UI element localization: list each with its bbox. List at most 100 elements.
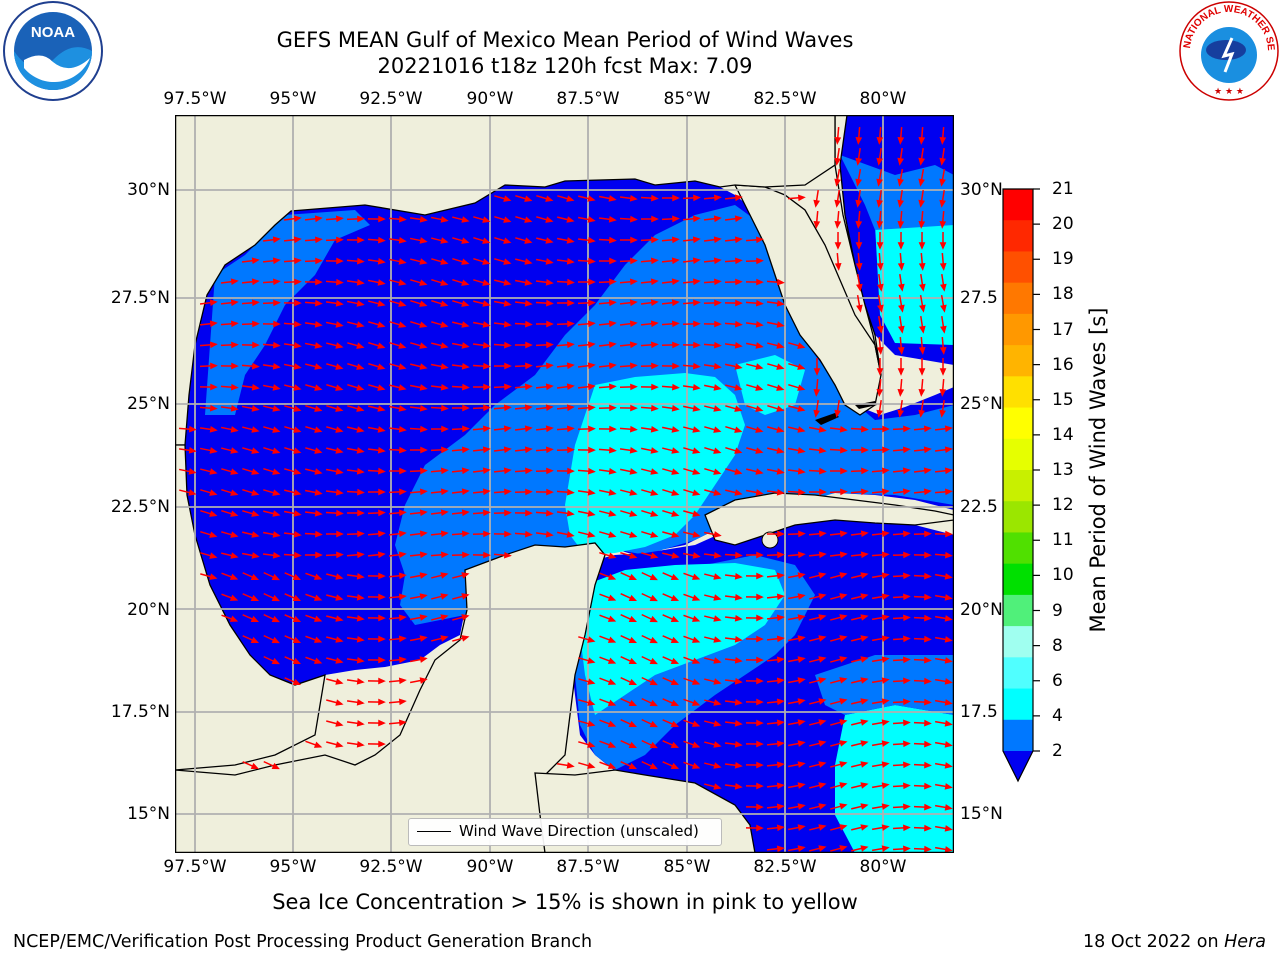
wind-arrow-head [818, 698, 827, 705]
wind-arrow-head [356, 719, 365, 727]
wind-arrow-head [251, 552, 260, 559]
wind-arrow-head [876, 346, 884, 355]
wind-arrow-head [273, 299, 281, 307]
wind-arrow-head [860, 740, 869, 747]
wind-arrow-head [419, 215, 428, 223]
wind-arrow-head [881, 551, 890, 559]
wind-arrow-head [649, 573, 658, 581]
wind-arrow-head [672, 194, 680, 202]
wind-arrow-head [713, 363, 722, 370]
wind-arrow-head [378, 635, 386, 643]
wind-arrow-head [293, 215, 302, 223]
wind-arrow-head [609, 257, 617, 265]
wind-arrow-head [651, 383, 659, 391]
wind-arrow-head [691, 657, 701, 664]
wind-arrow-head [378, 467, 386, 475]
wind-arrow-head [755, 236, 764, 244]
wind-arrow-head [839, 824, 848, 831]
wind-arrow-head [693, 320, 701, 328]
wind-arrow-head [713, 384, 722, 391]
wind-arrow-head [335, 342, 344, 349]
wind-arrow-head [903, 698, 911, 706]
wind-arrow-head [482, 509, 491, 517]
wind-arrow-head [398, 363, 407, 370]
wind-arrow-head [818, 761, 827, 768]
wind-arrow-head [461, 321, 470, 328]
wind-arrow-head [734, 426, 743, 433]
wind-arrow-head [356, 740, 365, 748]
wind-arrow-head [441, 404, 449, 412]
wind-arrow-head [628, 636, 638, 644]
wind-arrow-head [735, 299, 743, 307]
wind-arrow-head [944, 825, 953, 832]
wind-arrow-head [671, 426, 680, 433]
wind-arrow-head [483, 530, 491, 538]
wind-arrow-head [482, 467, 491, 475]
wind-arrow-head [461, 635, 470, 642]
wind-arrow-head [356, 614, 365, 622]
wind-arrow-head [398, 635, 407, 643]
wind-arrow-head [756, 551, 764, 559]
wind-arrow-head [482, 321, 491, 328]
colorbar-tick-label: 8 [1052, 635, 1063, 656]
wind-arrow-head [797, 593, 806, 600]
wind-arrow-head [398, 425, 407, 433]
wind-arrow-head [356, 405, 365, 412]
colorbar-band [1003, 719, 1033, 752]
wind-arrow-head [670, 573, 680, 580]
wind-arrow-head [755, 321, 764, 328]
wind-arrow-head [903, 719, 911, 727]
wind-arrow-head [902, 530, 911, 538]
wind-arrow-head [545, 237, 554, 244]
wind-arrow-head [294, 551, 302, 559]
wind-arrow-head [314, 320, 323, 328]
wind-arrow-head [818, 824, 827, 831]
wind-arrow-head [923, 446, 932, 454]
colorbar-band [1003, 532, 1033, 565]
wind-arrow-head [292, 615, 302, 622]
wind-arrow-head [903, 782, 911, 790]
wind-arrow-head [630, 257, 638, 265]
wind-arrow-head [776, 321, 785, 328]
wind-arrow-head [861, 467, 869, 475]
wind-arrow-head [313, 594, 323, 601]
wind-arrow-head [462, 551, 470, 559]
wind-arrow-head [940, 283, 947, 292]
wind-arrow-head [315, 530, 323, 538]
wind-arrow-head [482, 446, 491, 454]
wind-arrow-head [776, 698, 785, 706]
wind-arrow-head [734, 698, 743, 706]
wind-arrow-head [860, 845, 869, 852]
wind-arrow-head [461, 300, 470, 307]
wind-arrow-head [629, 341, 638, 349]
wind-arrow-head [797, 740, 806, 747]
lon-tick-bottom: 80°W [859, 857, 907, 877]
wind-arrow-head [944, 636, 953, 643]
wind-arrow-head [713, 236, 722, 244]
wind-arrow-head [876, 242, 884, 250]
wind-arrow-head [545, 362, 554, 370]
wind-arrow-head [840, 488, 848, 496]
wind-arrow-head [776, 677, 785, 685]
lat-tick-left: 22.5°N [110, 497, 170, 517]
wind-arrow-head [776, 278, 785, 286]
wind-arrow-head [776, 782, 785, 790]
wind-arrow-head [651, 236, 659, 244]
wind-arrow-head [944, 446, 953, 454]
wind-arrow-head [587, 362, 596, 370]
wind-arrow-head [918, 262, 926, 271]
lon-tick-bottom: 82.5°W [753, 857, 817, 877]
wind-arrow-head [818, 803, 827, 810]
wind-arrow-head [378, 656, 386, 664]
wind-arrow-head [797, 405, 806, 412]
wind-arrow-head [314, 405, 323, 412]
wind-arrow-head [939, 199, 946, 208]
colorbar-band [1003, 563, 1033, 596]
wind-arrow-head [461, 237, 470, 244]
wind-arrow-head [897, 136, 905, 145]
wind-arrow-head [398, 405, 407, 412]
wind-arrow-head [797, 614, 806, 621]
wind-arrow-head [918, 388, 926, 397]
wind-arrow-head [713, 636, 722, 643]
wind-arrow-head [335, 278, 344, 286]
